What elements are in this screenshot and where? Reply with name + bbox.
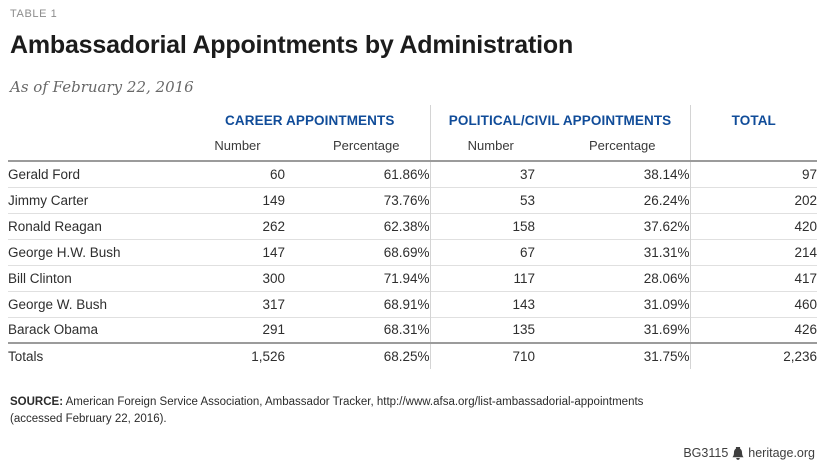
political-number-header: Number (429, 135, 536, 161)
political-number-cell: 135 (429, 316, 536, 343)
total-cell: 202 (689, 186, 818, 213)
totals-row: Totals 1,526 68.25% 710 31.75% 2,236 (8, 342, 818, 369)
table-row: Gerald Ford 60 61.86% 37 38.14% 97 (8, 160, 818, 187)
career-number-cell: 1,526 (190, 342, 285, 369)
appointments-table: CAREER APPOINTMENTS POLITICAL/CIVIL APPO… (8, 105, 818, 369)
empty-header-cell (8, 105, 190, 135)
sub-header-row: Number Percentage Number Percentage (8, 135, 818, 161)
career-number-cell: 60 (190, 160, 285, 187)
table-row: Jimmy Carter 149 73.76% 53 26.24% 202 (8, 186, 818, 213)
table-row: Bill Clinton 300 71.94% 117 28.06% 417 (8, 264, 818, 291)
career-percentage-header: Percentage (333, 138, 400, 153)
total-cell: 214 (689, 238, 818, 265)
career-number-cell: 147 (190, 238, 285, 265)
political-percentage-cell: 31.75% (535, 342, 691, 369)
table-body: Gerald Ford 60 61.86% 37 38.14% 97 Jimmy… (8, 160, 818, 369)
political-number-cell: 143 (429, 290, 536, 317)
political-number-cell: 710 (429, 342, 536, 369)
administration-name: George W. Bush (8, 290, 190, 317)
administration-name: Totals (8, 342, 190, 369)
political-percentage-cell: 31.09% (535, 290, 691, 317)
political-percentage-cell: 26.24% (535, 186, 691, 213)
political-percentage-cell: 31.31% (535, 238, 691, 265)
political-number-cell: 37 (429, 160, 536, 187)
career-percentage-cell: 61.86% (285, 160, 431, 187)
total-cell: 420 (689, 212, 818, 239)
political-percentage-cell: 31.69% (535, 316, 691, 343)
table-row: Barack Obama 291 68.31% 135 31.69% 426 (8, 316, 818, 343)
political-number-cell: 158 (429, 212, 536, 239)
source-label: SOURCE: (10, 396, 64, 408)
career-percentage-cell: 71.94% (285, 264, 431, 291)
page-title: Ambassadorial Appointments by Administra… (10, 31, 574, 59)
career-number-header: Number (214, 138, 261, 153)
source-note: SOURCE: American Foreign Service Associa… (10, 394, 730, 427)
political-percentage-cell: 37.62% (535, 212, 691, 239)
source-accessed-line: (accessed February 22, 2016). (10, 412, 167, 425)
total-cell: 426 (689, 316, 818, 343)
table-row: George W. Bush 317 68.91% 143 31.09% 460 (8, 290, 818, 317)
empty-total-subheader-cell (689, 135, 818, 161)
group-header-row: CAREER APPOINTMENTS POLITICAL/CIVIL APPO… (8, 105, 818, 135)
career-percentage-cell: 68.91% (285, 290, 431, 317)
career-number-cell: 149 (190, 186, 285, 213)
career-percentage-cell: 68.25% (285, 342, 431, 369)
table-header: CAREER APPOINTMENTS POLITICAL/CIVIL APPO… (8, 105, 818, 161)
political-number-cell: 67 (429, 238, 536, 265)
as-of-date: As of February 22, 2016 (10, 78, 194, 96)
career-percentage-cell: 73.76% (285, 186, 431, 213)
total-cell: 460 (689, 290, 818, 317)
site-name: heritage.org (748, 446, 815, 460)
table-row: George H.W. Bush 147 68.69% 67 31.31% 21… (8, 238, 818, 265)
administration-name: Ronald Reagan (8, 212, 190, 239)
political-number-cell: 53 (429, 186, 536, 213)
political-percentage-header: Percentage (589, 138, 656, 153)
source-text: American Foreign Service Association, Am… (63, 396, 644, 408)
administration-name: Gerald Ford (8, 160, 190, 187)
total-cell: 417 (689, 264, 818, 291)
administration-name: Bill Clinton (8, 264, 190, 291)
career-percentage-cell: 62.38% (285, 212, 431, 239)
total-cell: 2,236 (689, 342, 818, 369)
empty-subheader-cell (8, 135, 190, 161)
doc-id: BG3115 (683, 446, 729, 460)
table-label: TABLE 1 (10, 8, 58, 20)
administration-name: Barack Obama (8, 316, 190, 343)
career-percentage-cell: 68.31% (285, 316, 431, 343)
political-group-header: POLITICAL/CIVIL APPOINTMENTS (429, 105, 691, 135)
career-number-cell: 262 (190, 212, 285, 239)
career-number-cell: 317 (190, 290, 285, 317)
career-percentage-cell: 68.69% (285, 238, 431, 265)
total-group-header: TOTAL (689, 105, 818, 135)
liberty-bell-icon (732, 446, 744, 460)
career-group-header: CAREER APPOINTMENTS (225, 113, 395, 128)
administration-name: Jimmy Carter (8, 186, 190, 213)
career-number-cell: 300 (190, 264, 285, 291)
administration-name: George H.W. Bush (8, 238, 190, 265)
political-percentage-cell: 38.14% (535, 160, 691, 187)
political-number-cell: 117 (429, 264, 536, 291)
total-cell: 97 (689, 160, 818, 187)
career-number-cell: 291 (190, 316, 285, 343)
political-percentage-cell: 28.06% (535, 264, 691, 291)
table-row: Ronald Reagan 262 62.38% 158 37.62% 420 (8, 212, 818, 239)
document-footer: BG3115 heritage.org (683, 446, 815, 460)
